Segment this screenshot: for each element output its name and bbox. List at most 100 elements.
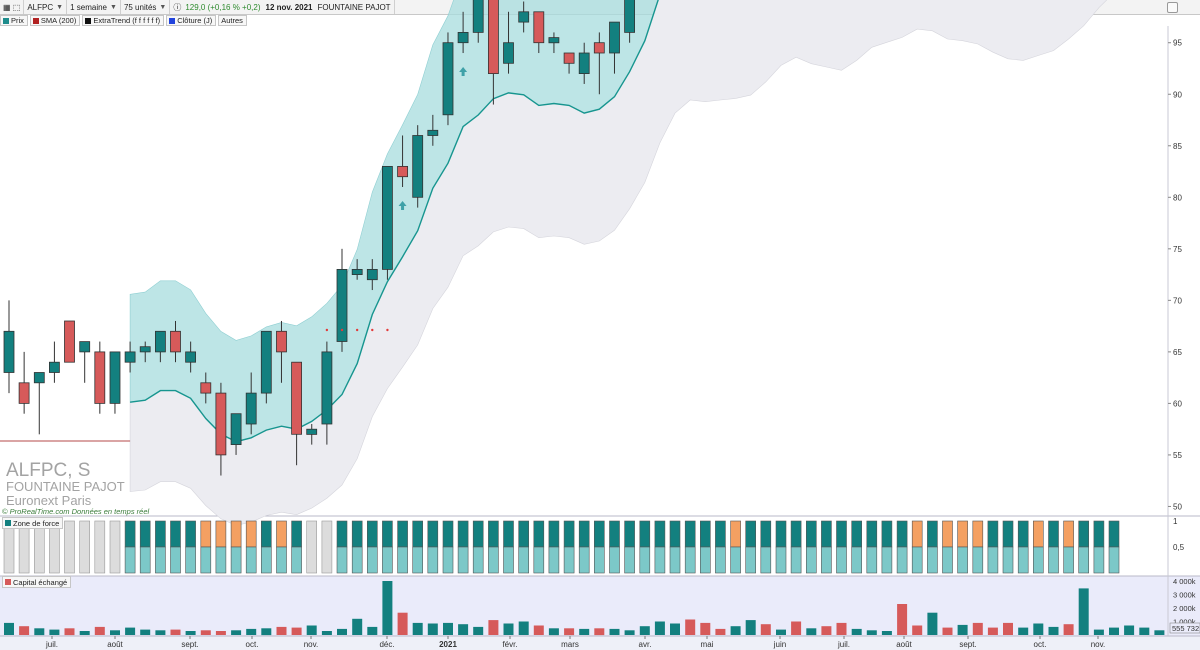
force-bar xyxy=(790,546,802,574)
capital-bar xyxy=(19,626,30,635)
capital-bar xyxy=(94,626,105,635)
exchange-watermark: Euronext Paris xyxy=(6,493,92,508)
info-icon[interactable]: ⓘ xyxy=(173,2,182,12)
force-bar xyxy=(306,520,318,574)
force-panel-title[interactable]: Zone de force xyxy=(2,517,64,529)
candle-body xyxy=(472,0,484,33)
capital-bar xyxy=(200,630,211,635)
symbol-selector[interactable]: ALFPC ▼ xyxy=(24,0,68,14)
capital-panel-bg xyxy=(0,576,1200,636)
x-tick-label: août xyxy=(896,640,912,649)
candle-body xyxy=(18,382,30,404)
force-bar xyxy=(200,520,212,548)
capital-bar xyxy=(987,627,998,635)
legend-item-others[interactable]: Autres xyxy=(218,15,247,26)
capital-bar xyxy=(1139,627,1150,635)
units-selector[interactable]: 75 unités ▼ xyxy=(121,0,171,14)
force-bar xyxy=(518,546,530,574)
capital-tick-label: 2 000k xyxy=(1173,604,1196,613)
x-tick-label: juil. xyxy=(45,640,58,649)
capital-bar xyxy=(715,628,726,635)
app-icons[interactable]: ▦ ⬚ xyxy=(0,0,25,14)
candle-body xyxy=(397,165,409,178)
capital-bar xyxy=(594,628,605,636)
force-bar xyxy=(911,520,923,548)
price-color-icon xyxy=(3,17,9,24)
y-tick-label: 65 xyxy=(1173,348,1182,357)
force-bar xyxy=(412,546,424,574)
capital-bar xyxy=(458,624,469,635)
x-tick-label: juil. xyxy=(837,640,850,649)
x-tick-label: nov. xyxy=(1091,640,1106,649)
force-bar xyxy=(230,546,242,574)
force-bar xyxy=(775,520,787,548)
capital-bar xyxy=(1078,588,1089,635)
sma-color-icon xyxy=(32,17,39,24)
candle-body xyxy=(260,330,272,394)
force-bar xyxy=(821,520,832,548)
capital-bar xyxy=(291,627,302,635)
capital-panel-title[interactable]: Capital échangé xyxy=(2,576,72,588)
y-tick-label: 70 xyxy=(1173,296,1182,305)
timeframe-label: 1 semaine xyxy=(70,2,107,12)
force-bar xyxy=(442,546,454,574)
y-tick-label: 75 xyxy=(1173,245,1182,254)
capital-bar xyxy=(609,628,620,635)
capital-bar xyxy=(427,623,438,635)
legend-item-close[interactable]: Clôture (J) xyxy=(166,15,217,26)
force-bar xyxy=(669,546,681,574)
capital-bar xyxy=(533,625,544,635)
candle-body xyxy=(548,37,560,44)
force-bar xyxy=(987,546,999,574)
x-tick-label: août xyxy=(107,640,123,649)
capital-bar xyxy=(897,604,908,635)
force-bar xyxy=(336,546,348,574)
force-bar xyxy=(472,546,484,574)
settings-icon[interactable] xyxy=(1167,2,1178,13)
capital-bar xyxy=(397,612,408,635)
capital-bar xyxy=(881,631,892,635)
close-color-icon xyxy=(169,17,176,24)
timeframe-selector[interactable]: 1 semaine ▼ xyxy=(67,0,121,14)
force-bar xyxy=(488,520,499,548)
capital-bar xyxy=(49,629,60,635)
x-tick-label: nov. xyxy=(304,640,319,649)
force-bar xyxy=(987,520,999,548)
force-bar xyxy=(1108,520,1120,548)
y-tick-label: 95 xyxy=(1173,39,1182,48)
candle-body xyxy=(442,42,454,116)
force-tick-label: 0,5 xyxy=(1173,543,1185,552)
candle-body xyxy=(321,351,333,425)
force-bar xyxy=(336,520,348,548)
capital-bar xyxy=(1033,623,1044,635)
force-bar xyxy=(1017,546,1029,574)
force-bar xyxy=(745,546,757,574)
force-panel-label: Zone de force xyxy=(13,518,60,528)
symbol-label: ALFPC xyxy=(27,2,54,12)
force-bar xyxy=(170,546,181,574)
force-bar xyxy=(578,520,590,548)
force-bar xyxy=(488,546,499,574)
capital-bar xyxy=(1109,627,1119,635)
x-tick-label: avr. xyxy=(639,640,652,649)
capital-bar xyxy=(851,628,862,635)
force-bar xyxy=(442,520,454,548)
force-bar xyxy=(715,546,726,574)
force-bar xyxy=(609,520,620,548)
capital-bar xyxy=(412,622,423,635)
legend-item-sma[interactable]: SMA (200) xyxy=(29,15,81,26)
legend-item-extratrend[interactable]: ExtraTrend (f f f f f f) xyxy=(82,15,165,26)
legend-label: ExtraTrend (f f f f f f) xyxy=(93,16,161,25)
x-tick-label: oct. xyxy=(1034,640,1047,649)
capital-bar xyxy=(382,581,393,635)
capital-bar xyxy=(503,623,514,635)
force-bar xyxy=(1033,546,1044,574)
force-bar xyxy=(351,546,363,574)
force-bar xyxy=(366,520,378,548)
capital-bar xyxy=(821,626,832,635)
legend-item-price[interactable]: Prix xyxy=(0,15,28,26)
force-bar xyxy=(366,546,378,574)
capital-bar xyxy=(443,622,453,635)
stop-dot xyxy=(386,328,389,332)
